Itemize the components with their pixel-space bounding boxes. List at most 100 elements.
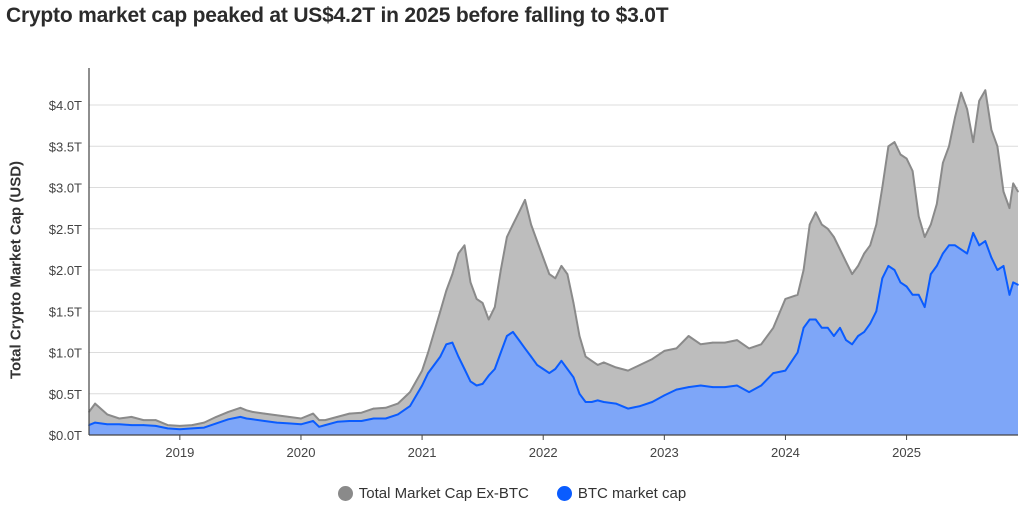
point-btc-113 bbox=[1017, 284, 1019, 286]
point-btc-94 bbox=[905, 285, 908, 288]
point-total-35 bbox=[451, 273, 454, 275]
x-tick-label-0: 2019 bbox=[165, 445, 194, 460]
point-btc-59 bbox=[596, 399, 599, 402]
point-btc-33 bbox=[439, 355, 442, 358]
point-total-38 bbox=[469, 281, 472, 284]
point-btc-6 bbox=[154, 425, 157, 427]
point-total-74 bbox=[772, 327, 775, 329]
point-total-10 bbox=[203, 421, 205, 424]
point-btc-15 bbox=[251, 418, 254, 421]
point-total-94 bbox=[905, 157, 908, 160]
point-btc-35 bbox=[451, 341, 454, 344]
point-btc-46 bbox=[518, 339, 520, 341]
point-total-84 bbox=[845, 261, 847, 263]
point-btc-49 bbox=[536, 364, 538, 366]
point-total-45 bbox=[512, 223, 514, 226]
point-btc-101 bbox=[948, 244, 950, 247]
point-btc-77 bbox=[802, 327, 805, 329]
point-btc-17 bbox=[275, 421, 278, 424]
point-btc-95 bbox=[911, 294, 914, 296]
point-btc-105 bbox=[972, 232, 974, 234]
point-total-91 bbox=[887, 145, 890, 148]
point-total-40 bbox=[481, 302, 484, 304]
point-btc-69 bbox=[712, 386, 714, 388]
point-total-86 bbox=[857, 265, 859, 267]
point-total-62 bbox=[627, 369, 629, 372]
point-total-108 bbox=[990, 129, 993, 131]
point-total-50 bbox=[542, 256, 544, 259]
point-btc-88 bbox=[869, 322, 871, 325]
point-total-103 bbox=[960, 91, 962, 94]
point-btc-100 bbox=[942, 252, 944, 255]
point-total-55 bbox=[572, 302, 575, 304]
chart-title: Crypto market cap peaked at US$4.2T in 2… bbox=[6, 4, 669, 27]
point-btc-111 bbox=[1008, 294, 1011, 296]
point-btc-97 bbox=[923, 306, 926, 308]
point-total-23 bbox=[336, 416, 339, 418]
point-total-33 bbox=[439, 310, 442, 313]
point-btc-110 bbox=[1002, 265, 1005, 267]
point-btc-38 bbox=[469, 380, 472, 383]
point-total-105 bbox=[972, 141, 974, 143]
point-btc-84 bbox=[845, 339, 847, 341]
point-btc-85 bbox=[851, 343, 853, 346]
point-total-80 bbox=[821, 223, 823, 226]
point-total-60 bbox=[603, 361, 605, 364]
point-btc-20 bbox=[312, 420, 314, 422]
point-btc-12 bbox=[227, 418, 230, 421]
point-btc-21 bbox=[318, 426, 320, 428]
point-btc-78 bbox=[808, 318, 811, 321]
point-total-57 bbox=[584, 355, 587, 358]
point-total-52 bbox=[554, 277, 557, 280]
point-btc-55 bbox=[572, 376, 575, 379]
x-tick-label-2: 2021 bbox=[408, 445, 437, 460]
line-btc bbox=[88, 231, 1019, 431]
point-total-6 bbox=[154, 419, 157, 421]
point-btc-51 bbox=[548, 372, 551, 374]
point-total-87 bbox=[863, 252, 865, 255]
point-total-109 bbox=[996, 145, 999, 148]
axis-layer bbox=[88, 68, 1018, 440]
point-btc-93 bbox=[899, 281, 902, 284]
point-btc-47 bbox=[524, 347, 526, 350]
point-btc-107 bbox=[984, 240, 987, 242]
point-total-9 bbox=[191, 424, 193, 426]
point-total-85 bbox=[851, 273, 853, 275]
point-total-83 bbox=[839, 248, 841, 251]
y-tick-label-2: $1.0T bbox=[49, 346, 82, 361]
point-total-63 bbox=[639, 364, 641, 366]
point-total-106 bbox=[978, 100, 980, 102]
point-btc-70 bbox=[724, 386, 726, 388]
point-total-79 bbox=[814, 211, 817, 214]
point-btc-44 bbox=[506, 335, 508, 337]
point-total-112 bbox=[1012, 182, 1014, 185]
point-btc-65 bbox=[663, 394, 666, 397]
point-total-107 bbox=[984, 89, 987, 91]
point-btc-4 bbox=[130, 424, 133, 426]
point-btc-54 bbox=[566, 368, 569, 370]
y-tick-label-3: $1.5T bbox=[49, 304, 82, 319]
point-total-89 bbox=[875, 223, 878, 226]
point-btc-103 bbox=[960, 248, 962, 251]
point-btc-14 bbox=[245, 417, 248, 420]
point-total-90 bbox=[881, 186, 884, 189]
point-btc-82 bbox=[833, 335, 835, 337]
point-btc-10 bbox=[203, 426, 205, 429]
chart-svg: $0.0T $0.5T $1.0T $1.5T $2.0T $2.5T $3.0T $3.5T… bbox=[49, 68, 1019, 460]
point-btc-25 bbox=[360, 420, 363, 422]
point-btc-90 bbox=[881, 277, 884, 280]
point-total-101 bbox=[948, 145, 950, 148]
point-total-2 bbox=[106, 413, 108, 416]
legend-label-total: Total Market Cap Ex-BTC bbox=[358, 484, 529, 502]
point-total-49 bbox=[536, 240, 538, 242]
area-btc bbox=[89, 232, 1018, 435]
point-total-27 bbox=[384, 407, 387, 409]
point-total-48 bbox=[530, 223, 532, 226]
point-btc-53 bbox=[560, 360, 563, 362]
point-btc-81 bbox=[827, 327, 829, 329]
point-total-39 bbox=[475, 298, 478, 300]
point-total-30 bbox=[421, 369, 423, 372]
point-total-59 bbox=[596, 364, 599, 366]
y-tick-label-0: $0.0T bbox=[49, 428, 82, 443]
point-btc-8 bbox=[179, 428, 181, 431]
